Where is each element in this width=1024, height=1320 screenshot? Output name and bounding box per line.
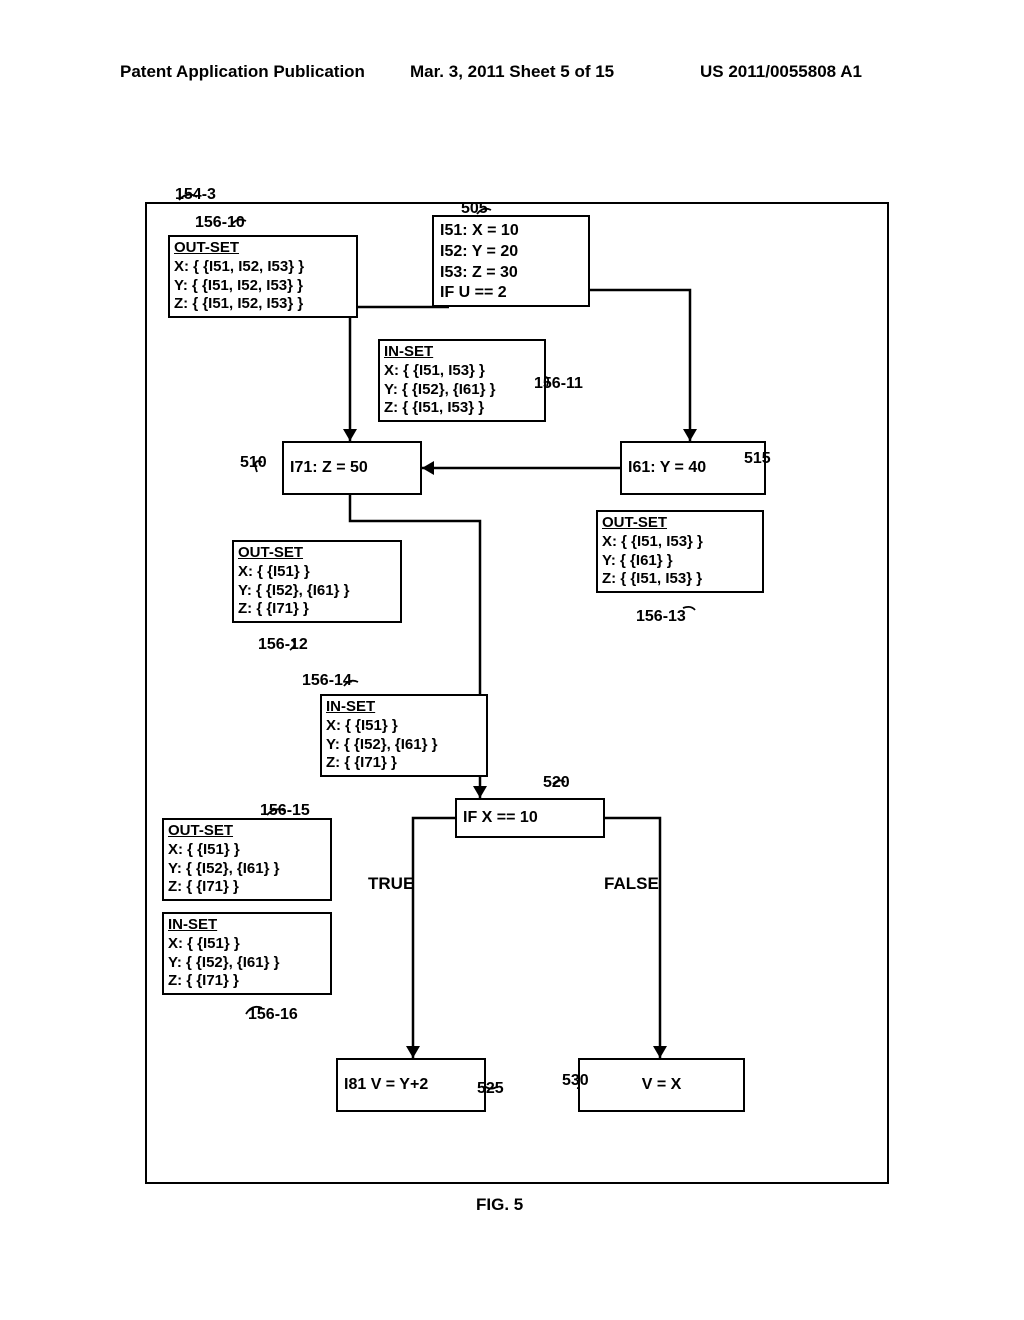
s156-14-ref: 156-14 xyxy=(302,672,352,690)
false-label: FALSE xyxy=(604,874,659,894)
s156-16-r0: X: { {I51} } xyxy=(168,935,326,954)
s156-15-r2: Z: { {I71} } xyxy=(168,878,326,897)
n525-text: I81 V = Y+2 xyxy=(344,1075,428,1096)
s156-10-r1: Y: { {I51, I52, I53} } xyxy=(174,277,352,296)
s156-10-r0: X: { {I51, I52, I53} } xyxy=(174,258,352,277)
header-left: Patent Application Publication xyxy=(120,62,365,82)
s156-15-ref: 156-15 xyxy=(260,802,310,820)
s156-12-title: OUT-SET xyxy=(238,544,396,563)
n505-ref: 505 xyxy=(461,200,488,218)
s156-13-ref: 156-13 xyxy=(636,608,686,626)
s156-14-r2: Z: { {I71} } xyxy=(326,754,482,773)
figure-caption: FIG. 5 xyxy=(476,1195,523,1215)
n505-l2: I53: Z = 30 xyxy=(440,263,582,284)
header-right: US 2011/0055808 A1 xyxy=(700,62,862,82)
n525-ref: 525 xyxy=(477,1080,504,1098)
s156-13-title: OUT-SET xyxy=(602,514,758,533)
n515-text: I61: Y = 40 xyxy=(628,458,706,479)
s156-12-r1: Y: { {I52}, {I61} } xyxy=(238,582,396,601)
s156-11-r0: X: { {I51, I53} } xyxy=(384,362,540,381)
node-520: IF X == 10 xyxy=(455,798,605,838)
n510-ref: 510 xyxy=(240,454,267,472)
s156-12-ref: 156-12 xyxy=(258,636,308,654)
node-525: I81 V = Y+2 xyxy=(336,1058,486,1112)
s156-11-r2: Z: { {I51, I53} } xyxy=(384,399,540,418)
s156-12-r2: Z: { {I71} } xyxy=(238,600,396,619)
n505-l0: I51: X = 10 xyxy=(440,221,582,242)
s156-15-r0: X: { {I51} } xyxy=(168,841,326,860)
set-156-16: IN-SET X: { {I51} } Y: { {I52}, {I61} } … xyxy=(162,912,332,995)
set-156-11: IN-SET X: { {I51, I53} } Y: { {I52}, {I6… xyxy=(378,339,546,422)
n530-text: V = X xyxy=(642,1075,682,1096)
s156-12-r0: X: { {I51} } xyxy=(238,563,396,582)
n530-ref: 530 xyxy=(562,1072,589,1090)
n505-l3: IF U == 2 xyxy=(440,283,582,304)
s156-13-r1: Y: { {I61} } xyxy=(602,552,758,571)
s156-14-r1: Y: { {I52}, {I61} } xyxy=(326,736,482,755)
n520-text: IF X == 10 xyxy=(463,808,538,829)
n510-text: I71: Z = 50 xyxy=(290,458,368,479)
n520-ref: 520 xyxy=(543,774,570,792)
set-156-12: OUT-SET X: { {I51} } Y: { {I52}, {I61} }… xyxy=(232,540,402,623)
s156-14-r0: X: { {I51} } xyxy=(326,717,482,736)
set-156-13: OUT-SET X: { {I51, I53} } Y: { {I61} } Z… xyxy=(596,510,764,593)
node-530: V = X xyxy=(578,1058,745,1112)
page: Patent Application Publication Mar. 3, 2… xyxy=(0,0,1024,1320)
s156-15-r1: Y: { {I52}, {I61} } xyxy=(168,860,326,879)
true-label: TRUE xyxy=(368,874,414,894)
node-510: I71: Z = 50 xyxy=(282,441,422,495)
s156-10-title: OUT-SET xyxy=(174,239,352,258)
s156-10-r2: Z: { {I51, I52, I53} } xyxy=(174,295,352,314)
s156-10-ref: 156-10 xyxy=(195,214,245,232)
s156-16-title: IN-SET xyxy=(168,916,326,935)
s156-16-r1: Y: { {I52}, {I61} } xyxy=(168,954,326,973)
set-156-14: IN-SET X: { {I51} } Y: { {I52}, {I61} } … xyxy=(320,694,488,777)
s156-13-r2: Z: { {I51, I53} } xyxy=(602,570,758,589)
s156-16-ref: 156-16 xyxy=(248,1006,298,1024)
header-center: Mar. 3, 2011 Sheet 5 of 15 xyxy=(410,62,614,82)
frame-ref-label: 154-3 xyxy=(175,186,216,204)
s156-15-title: OUT-SET xyxy=(168,822,326,841)
set-156-10: OUT-SET X: { {I51, I52, I53} } Y: { {I51… xyxy=(168,235,358,318)
node-505: I51: X = 10 I52: Y = 20 I53: Z = 30 IF U… xyxy=(432,215,590,307)
s156-13-r0: X: { {I51, I53} } xyxy=(602,533,758,552)
s156-16-r2: Z: { {I71} } xyxy=(168,972,326,991)
s156-11-title: IN-SET xyxy=(384,343,540,362)
n515-ref: 515 xyxy=(744,450,771,468)
n505-l1: I52: Y = 20 xyxy=(440,242,582,263)
s156-11-r1: Y: { {I52}, {I61} } xyxy=(384,381,540,400)
s156-14-title: IN-SET xyxy=(326,698,482,717)
set-156-15: OUT-SET X: { {I51} } Y: { {I52}, {I61} }… xyxy=(162,818,332,901)
s156-11-ref: 156-11 xyxy=(534,375,583,393)
